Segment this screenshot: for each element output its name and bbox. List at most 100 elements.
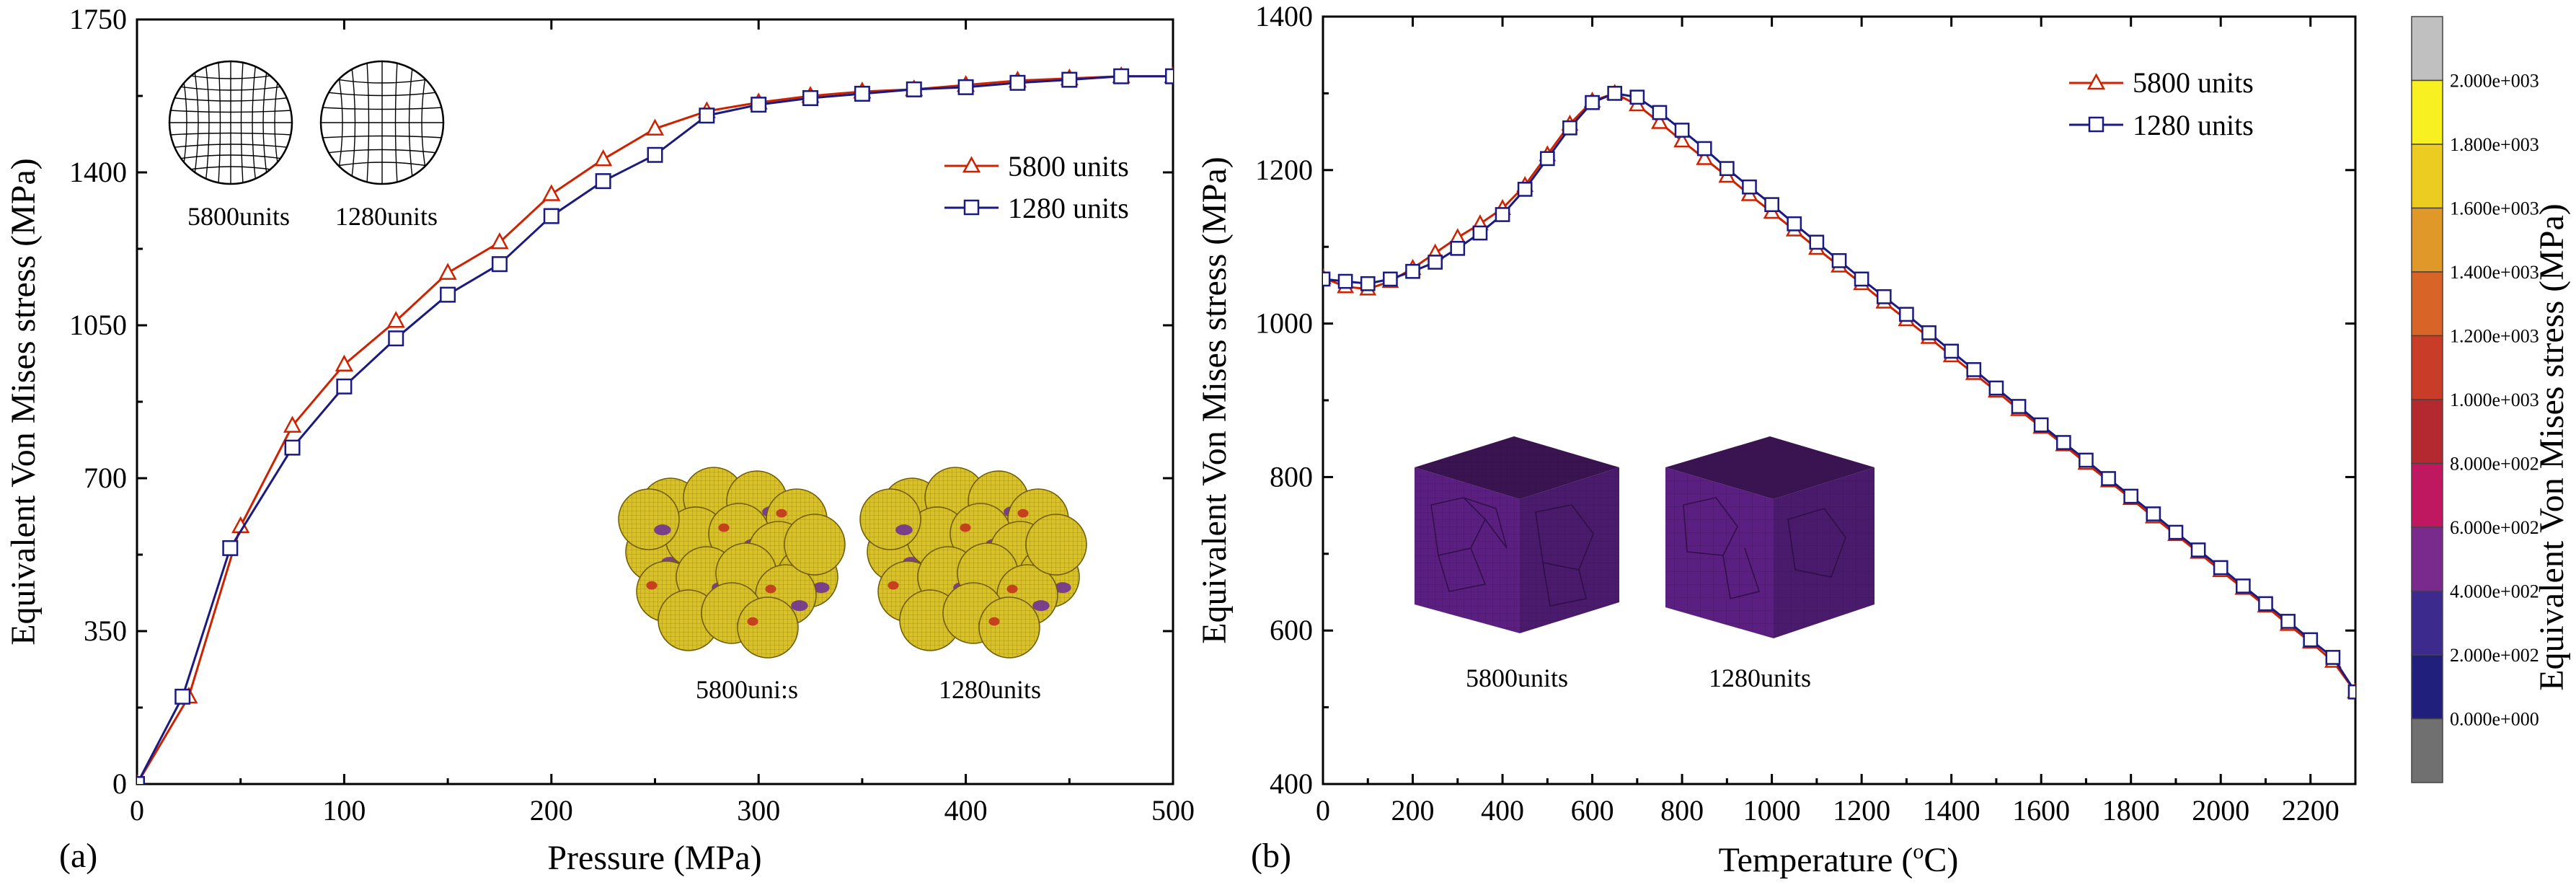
data-point-square bbox=[2235, 578, 2251, 594]
data-point-square bbox=[2123, 488, 2139, 504]
data-point-square bbox=[2033, 417, 2049, 433]
data-point-square bbox=[2146, 506, 2161, 521]
colorbar-label: 1.400e+003 bbox=[2450, 262, 2539, 283]
data-point-square bbox=[1517, 182, 1533, 197]
data-point-square bbox=[1383, 271, 1398, 287]
data-point-square bbox=[751, 97, 767, 113]
x-tick-label: 300 bbox=[737, 794, 780, 827]
data-point-square bbox=[1742, 179, 1757, 195]
data-point-square bbox=[1787, 216, 1802, 232]
data-point-square bbox=[2325, 650, 2341, 665]
y-tick-label: 1050 bbox=[69, 309, 127, 341]
data-point-square bbox=[957, 79, 974, 95]
y-tick-label: 1400 bbox=[69, 156, 127, 188]
stress-spot bbox=[988, 617, 1000, 626]
sphere-mesh bbox=[784, 514, 845, 575]
data-point-triangle bbox=[386, 311, 405, 328]
data-point-square bbox=[1405, 263, 1420, 279]
legend-label-5800-b: 5800 units bbox=[2133, 66, 2254, 99]
x-tick-label: 1200 bbox=[1833, 794, 1890, 827]
colorbar-label: 6.000e+002 bbox=[2450, 517, 2539, 538]
inset-label-spheres-right: 1280units bbox=[939, 675, 1041, 704]
colorbar-swatch bbox=[2411, 654, 2443, 720]
data-point-square bbox=[2011, 399, 2027, 414]
colorbar-swatch bbox=[2411, 207, 2443, 273]
y-tick-label: 600 bbox=[1270, 614, 1313, 646]
x-tick-label: 1400 bbox=[1923, 794, 1980, 827]
y-tick-label: 700 bbox=[84, 462, 127, 494]
stress-spot bbox=[747, 617, 758, 626]
colorbar-label: 2.000e+003 bbox=[2450, 71, 2539, 92]
legend-marker-square-a bbox=[963, 199, 980, 216]
x-axis-title-b: Temperature (oC) bbox=[1719, 840, 1959, 879]
sphere-mesh bbox=[860, 489, 921, 550]
x-tick-label: 1600 bbox=[2012, 794, 2070, 827]
data-point-square bbox=[491, 256, 508, 273]
colorbar-label: 1.600e+003 bbox=[2450, 198, 2539, 219]
panel-b: 5800units 1280units 0 200 400 600 800 1000 120… bbox=[1195, 0, 2357, 879]
y-tick-label: 1000 bbox=[1255, 307, 1313, 340]
data-point-square bbox=[440, 286, 456, 303]
x-tick-label: 1000 bbox=[1743, 794, 1801, 827]
colorbar-label: 2.000e+002 bbox=[2450, 645, 2539, 666]
colorbar-label: 1.000e+003 bbox=[2450, 389, 2539, 410]
stress-spot bbox=[1032, 600, 1050, 612]
panel-a: 5800units 1280units 5800uni:s 1280units … bbox=[4, 3, 1195, 877]
stress-spot bbox=[776, 508, 787, 518]
panel-label-a: (a) bbox=[59, 837, 97, 875]
mesh-circle-inset-a bbox=[168, 60, 293, 185]
data-point-square bbox=[1113, 68, 1130, 84]
colorbar-swatch bbox=[2411, 399, 2443, 464]
data-point-square bbox=[1944, 343, 1960, 359]
x-tick-label: 400 bbox=[944, 794, 988, 827]
data-point-square bbox=[1360, 276, 1376, 291]
colorbar-label: 1.800e+003 bbox=[2450, 134, 2539, 155]
data-point-square bbox=[2258, 596, 2273, 612]
sphere-mesh bbox=[619, 489, 679, 550]
inset-label-spheres-left: 5800uni:s bbox=[696, 675, 798, 704]
colorbar-swatch bbox=[2411, 16, 2443, 82]
x-tick-label: 200 bbox=[530, 794, 573, 827]
data-point-square bbox=[1337, 273, 1353, 289]
y-tick-label: 0 bbox=[112, 767, 127, 800]
stress-spot bbox=[895, 524, 913, 536]
data-point-square bbox=[2213, 560, 2228, 576]
data-point-square bbox=[699, 107, 715, 124]
inset-label-mesh-left: 5800units bbox=[187, 202, 290, 231]
data-point-square bbox=[1562, 120, 1577, 136]
data-point-triangle bbox=[1696, 149, 1714, 165]
data-point-square bbox=[1165, 68, 1173, 84]
data-point-square bbox=[284, 439, 301, 456]
data-point-square bbox=[174, 688, 191, 705]
data-point-triangle bbox=[594, 149, 613, 167]
data-point-square bbox=[906, 81, 922, 97]
data-point-square bbox=[1009, 74, 1026, 91]
data-point-square bbox=[2280, 614, 2296, 629]
legend-marker-square-b bbox=[2088, 116, 2104, 133]
sphere-cluster-inset-left bbox=[618, 467, 846, 659]
data-point-square bbox=[388, 330, 404, 347]
x-tick-label: 1800 bbox=[2102, 794, 2160, 827]
x-tick-label: 100 bbox=[322, 794, 366, 827]
data-point-square bbox=[222, 540, 239, 556]
y-axis-title-a: Equivalent Von Mises stress (MPa) bbox=[4, 158, 43, 646]
panel-label-b: (b) bbox=[1251, 837, 1291, 875]
inset-label-cube-right: 1280units bbox=[1709, 664, 1811, 692]
x-axis-title-b-degree: o bbox=[1913, 840, 1924, 863]
inset-label-cube-left: 5800units bbox=[1466, 664, 1568, 692]
colorbar-swatch bbox=[2411, 79, 2443, 145]
colorbar-label: 1.200e+003 bbox=[2450, 326, 2539, 347]
stress-spot bbox=[1054, 582, 1071, 594]
stress-spot bbox=[888, 581, 899, 590]
sphere-mesh bbox=[979, 597, 1040, 658]
data-point-square bbox=[2190, 542, 2206, 558]
stress-spot bbox=[1006, 584, 1018, 594]
x-axis-title-a: Pressure (MPa) bbox=[547, 839, 761, 877]
colorbar-swatch bbox=[2411, 335, 2443, 400]
y-tick-label: 1200 bbox=[1255, 154, 1313, 186]
data-point-triangle bbox=[490, 232, 509, 250]
x-axis-title-b-start: Temperature ( bbox=[1719, 841, 1913, 879]
x-axis-title-b-end: C) bbox=[1924, 841, 1958, 879]
axis-ticks-b: 0 200 400 600 800 1000 1200 1400 1600 1800 2000 220… bbox=[1255, 0, 2355, 827]
cube-inset-right bbox=[1665, 436, 1875, 638]
